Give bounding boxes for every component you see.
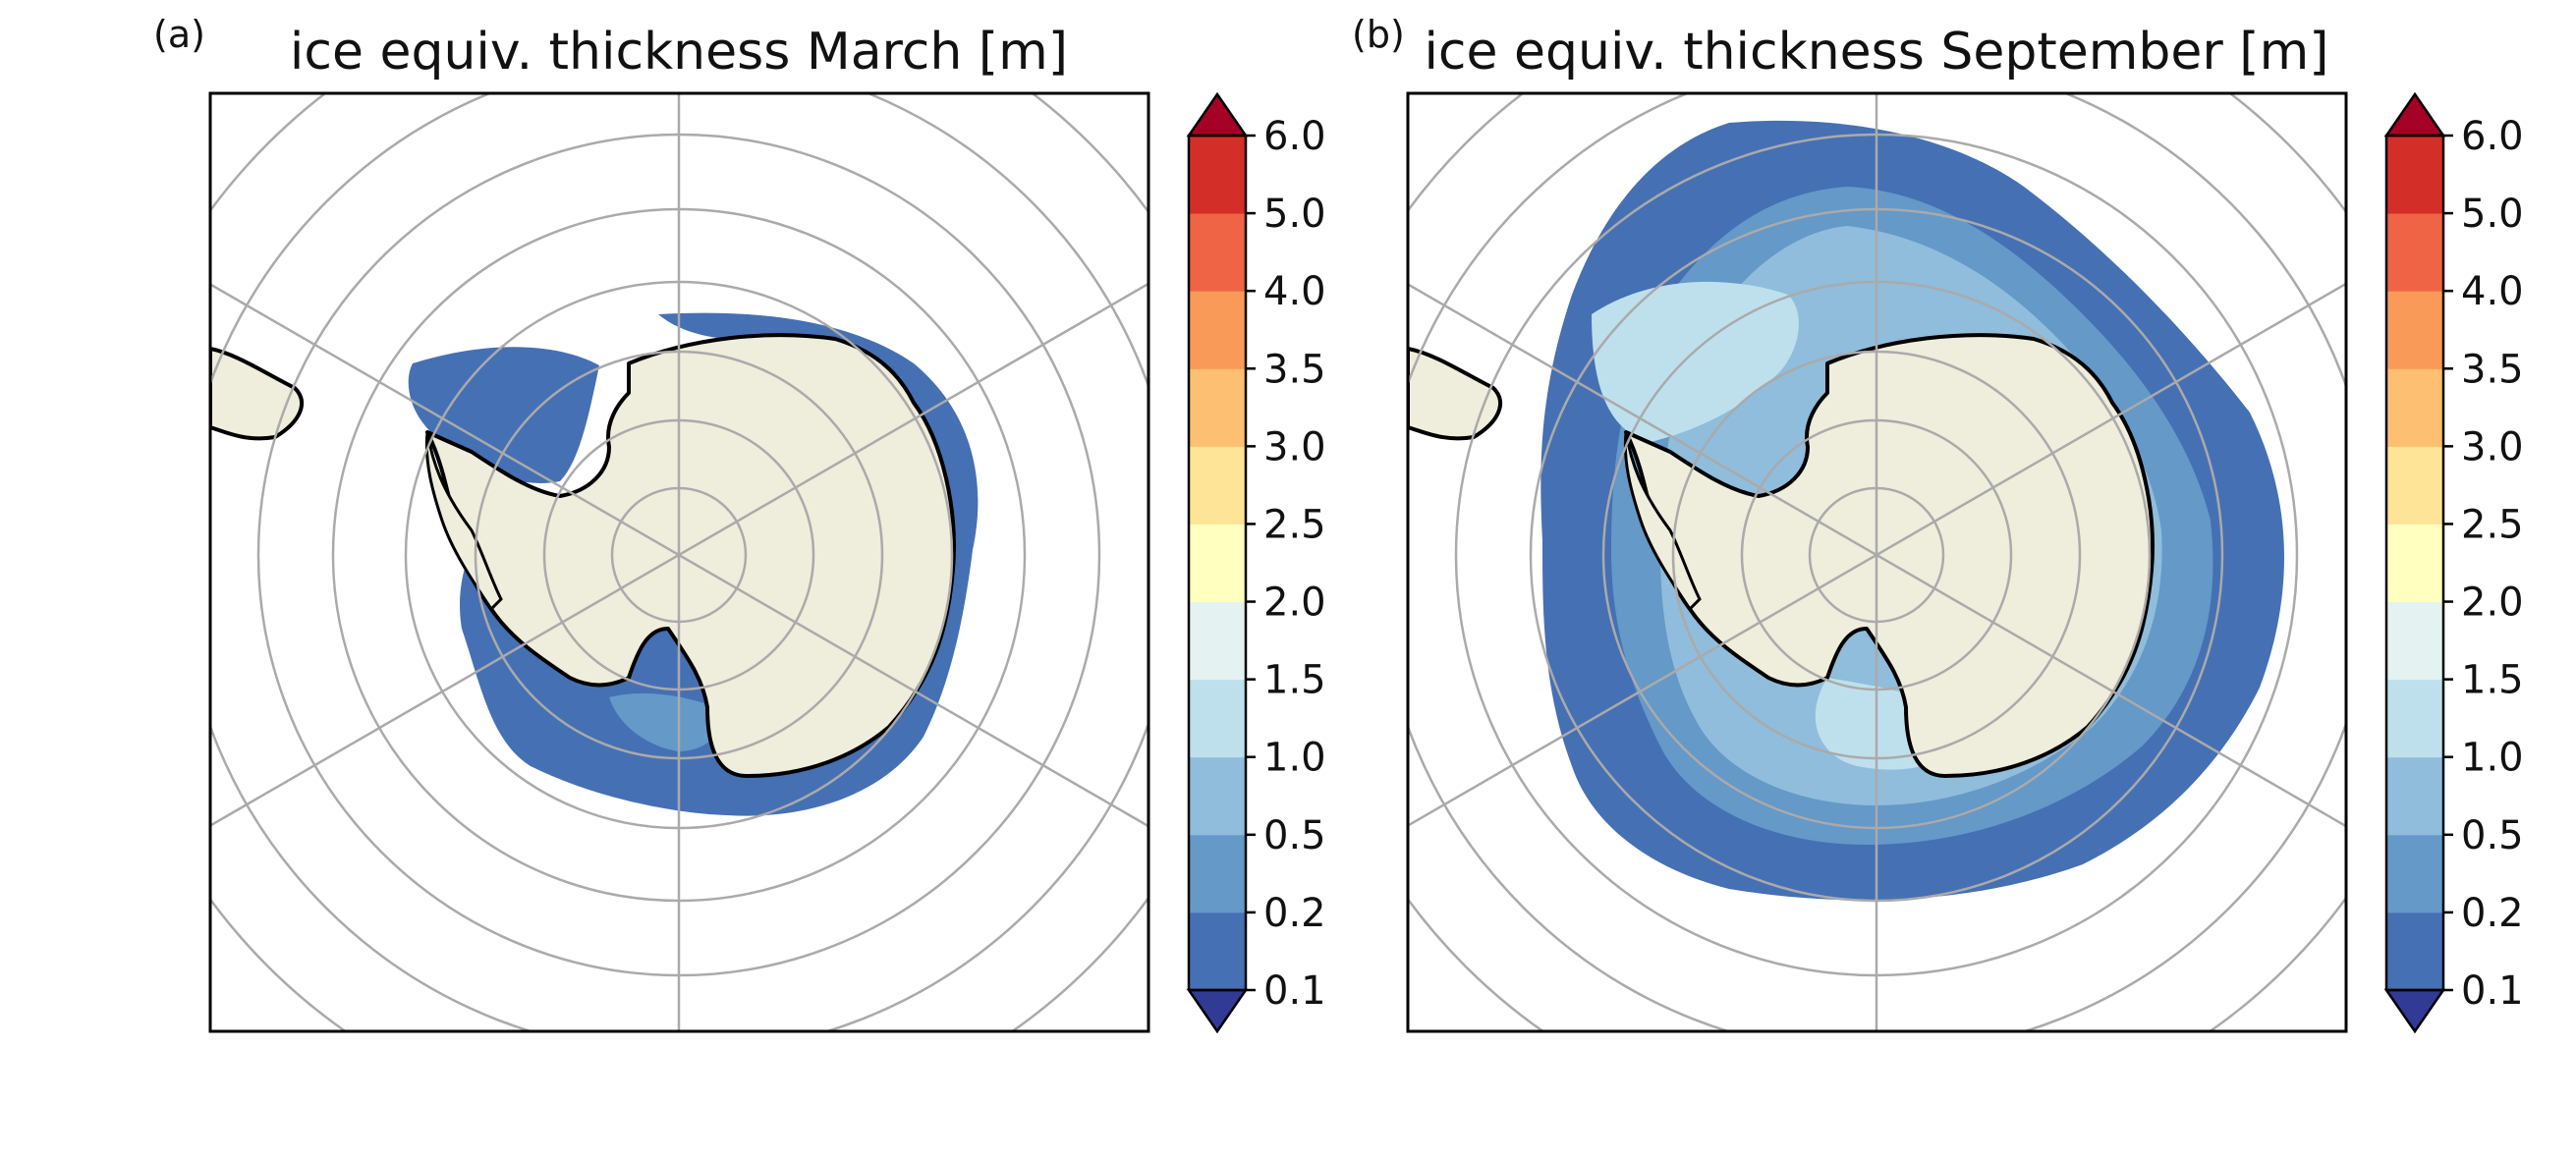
colorbar-tick-label: 0.2 (2461, 891, 2524, 936)
colorbar-segment (1189, 911, 1246, 991)
colorbar-tick-label: 1.0 (2461, 736, 2524, 781)
colorbar-segment (1189, 368, 1246, 447)
colorbar-tick-label: 2.5 (2461, 502, 2524, 547)
panel-a-label: (a) (153, 13, 205, 56)
panel-a-title: ice equiv. thickness March [m] (290, 23, 1068, 82)
colorbar-tick-label: 1.0 (1263, 736, 1326, 781)
colorbar-segment (2386, 136, 2443, 214)
colorbar-tick-label: 6.0 (1263, 114, 1326, 159)
map-september (1408, 93, 2346, 1031)
colorbar-segment (1189, 601, 1246, 681)
colorbar-tick-label: 1.5 (2461, 658, 2524, 703)
colorbar-tick-label: 3.0 (1263, 424, 1326, 470)
colorbar-segment (1189, 756, 1246, 836)
colorbar-tick-label: 2.5 (1263, 502, 1326, 547)
colorbar-september: 0.1 0.2 0.5 1.0 1.5 2.0 2.5 3.0 3.5 4.0 5.0 6.0 (2383, 91, 2524, 1034)
colorbar-tick-label: 3.5 (2461, 347, 2524, 392)
colorbar-over-extend (2383, 91, 2446, 138)
colorbar-segment (2386, 368, 2443, 447)
colorbar-tick-label: 2.0 (2461, 580, 2524, 626)
colorbar-segment (1189, 679, 1246, 758)
panel-march: (a) ice equiv. thickness March [m] (153, 13, 1150, 1033)
colorbar-tick-label: 3.0 (2461, 424, 2524, 470)
colorbar-segment (1189, 834, 1246, 913)
panel-september: (b) ice equiv. thickness September [m] (1352, 13, 2348, 1033)
colorbar-tick-label: 3.5 (1263, 347, 1326, 392)
colorbar-tick-label: 0.2 (1263, 891, 1326, 936)
antarctica-september (1623, 333, 2155, 778)
colorbar-segment (2386, 291, 2443, 369)
south-america (210, 346, 305, 441)
colorbar-segment (1189, 446, 1246, 525)
colorbar-segment (2386, 834, 2443, 913)
panel-b-title: ice equiv. thickness September [m] (1424, 23, 2328, 82)
colorbar-segment (2386, 756, 2443, 836)
map-frame (208, 91, 1150, 1033)
colorbar-tick-label: 2.0 (1263, 580, 1326, 626)
colorbar-tick-label: 6.0 (2461, 114, 2524, 159)
colorbar-segment (2386, 679, 2443, 758)
colorbar-tick-label: 0.5 (1263, 813, 1326, 858)
colorbar-segment (2386, 601, 2443, 681)
colorbar-tick-label: 0.1 (2461, 968, 2524, 1014)
panel-b-label: (b) (1352, 13, 1405, 56)
colorbar-segment (1189, 213, 1246, 292)
colorbar-march: 0.1 0.2 0.5 1.0 1.5 2.0 2.5 3.0 3.5 4.0 5.0 6.0 (1186, 91, 1326, 1034)
antarctica-march (424, 333, 956, 778)
map-frame (1406, 91, 2348, 1033)
graticule (1408, 93, 2346, 1031)
south-america (1408, 346, 1503, 441)
colorbar-segment (1189, 524, 1246, 603)
map-march (210, 93, 1148, 1031)
colorbar-tick-label: 4.0 (1263, 269, 1326, 314)
colorbar-segment (1189, 136, 1246, 214)
colorbar-segment (1189, 291, 1246, 369)
colorbar-segment (2386, 446, 2443, 525)
graticule (210, 93, 1148, 1031)
colorbar-tick-label: 0.5 (2461, 813, 2524, 858)
colorbar-under-extend (1186, 988, 1249, 1034)
colorbar-tick-label: 4.0 (2461, 269, 2524, 314)
colorbar-tick-label: 0.1 (1263, 968, 1326, 1014)
colorbar-segment (2386, 213, 2443, 292)
colorbar-segment (2386, 524, 2443, 603)
colorbar-tick-label: 5.0 (1263, 192, 1326, 237)
colorbar-over-extend (1186, 91, 1249, 138)
colorbar-tick-label: 1.5 (1263, 658, 1326, 703)
colorbar-under-extend (2383, 988, 2446, 1034)
colorbar-tick-label: 5.0 (2461, 192, 2524, 237)
colorbar-segment (2386, 911, 2443, 991)
